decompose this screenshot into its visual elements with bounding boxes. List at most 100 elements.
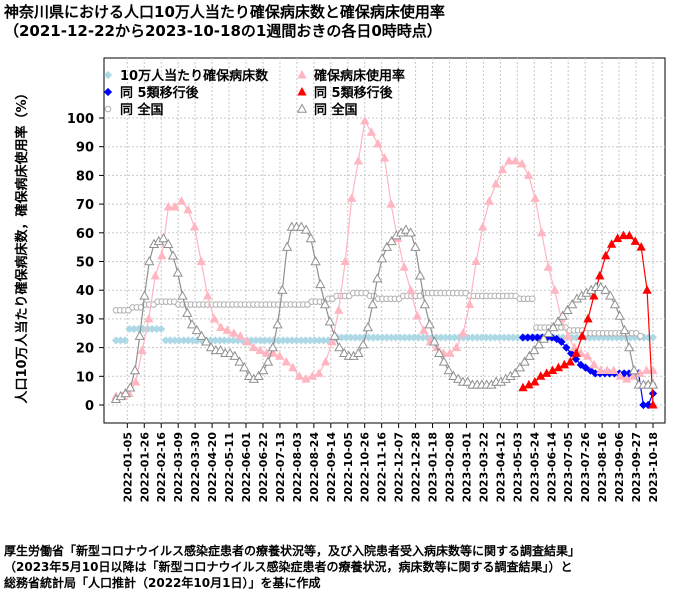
data-point [642,285,652,294]
plot-frame [103,57,666,424]
data-point [196,330,207,340]
data-point [367,299,378,309]
data-point [379,153,390,162]
y-axis-label: 人口10万人当たり確保病床数，確保病床使用率（%） [14,86,30,403]
legend-label: 同 5類移行後 [120,85,200,101]
y-tick-label: 40 [76,284,94,299]
data-point [552,334,561,344]
data-point [189,222,200,231]
y-tick-label: 70 [76,198,94,213]
data-point [514,362,526,372]
data-point [419,325,429,334]
legend-entry: 同 全国 [104,102,164,118]
data-point [381,241,393,251]
data-point [406,285,416,294]
x-tick-label: 2023-07-26 [579,432,592,503]
data-point [504,156,514,165]
data-point [229,328,239,337]
data-point [400,224,412,234]
data-point [157,324,166,334]
data-point [624,342,635,352]
x-tick-label: 2022-10-26 [359,432,372,503]
data-point [399,262,409,271]
data-point [239,362,250,372]
data-point [567,299,578,309]
data-point [433,347,445,358]
legend-entry: 確保病床使用率 [297,68,405,84]
data-point [595,365,606,375]
data-point [550,285,560,294]
data-point [586,366,595,375]
legend-entry: 同 5類移行後 [297,85,394,101]
x-tick-label: 2022-08-03 [291,432,304,502]
x-tick-label: 2023-04-12 [494,432,507,502]
legend-entry: 10万人当たり確保病床数 [103,68,269,84]
data-point [571,348,581,357]
data-point [405,227,416,237]
data-point [462,376,473,386]
y-tick-label: 80 [76,169,94,184]
data-point [366,127,377,136]
data-point [386,235,397,246]
data-point [262,356,274,366]
x-tick-label: 2022-08-24 [308,432,321,503]
data-point [524,350,535,360]
data-point [648,333,658,342]
data-point [157,250,167,260]
grid [103,57,666,424]
data-point [373,138,383,148]
x-tick-label: 2022-09-14 [325,432,338,503]
data-point [248,342,259,352]
legend-label: 同 全国 [314,102,358,118]
data-point [528,295,536,303]
data-point [641,365,652,375]
x-tick-label: 2023-03-01 [460,432,473,502]
data-point [484,196,494,205]
data-point [609,299,621,309]
x-tick-label: 2022-03-30 [189,432,202,503]
data-point [543,327,554,337]
y-tick-label: 100 [67,112,94,127]
data-point [315,278,326,289]
x-tick-label: 2022-01-05 [121,432,134,502]
x-tick-label: 2023-05-24 [528,432,541,503]
data-point [327,336,337,346]
data-point [205,342,217,352]
chart-subtitle: （2021-12-22から2023-10-18の1週間おきの各日0時時点） [4,22,442,40]
data-point [272,319,283,329]
data-point [438,356,450,366]
data-point [329,330,340,340]
source-line-2: （2023年5月10日以降は「新型コロナウイルス感染症患者の療養状況，病床数等に… [4,560,573,574]
x-tick-label: 2022-02-16 [155,432,168,503]
data-point [622,374,632,383]
data-point [448,370,459,380]
x-tick-label: 2022-04-20 [206,432,219,503]
x-tick-label: 2023-08-16 [596,432,609,503]
data-point [606,239,617,248]
data-point [529,344,540,355]
data-point [600,284,611,294]
data-point [137,345,147,354]
data-point [614,310,625,320]
data-point [414,270,426,280]
data-point [530,376,540,386]
data-point [319,299,331,309]
x-tick-label: 2023-01-18 [427,432,440,502]
data-point [235,331,246,340]
data-point [360,115,370,125]
data-point [334,342,345,352]
legend-label: 10万人当たり確保病床数 [120,68,269,84]
data-point [609,365,619,375]
data-point [517,158,527,168]
data-point [602,365,612,375]
x-tick-label: 2022-07-13 [274,432,287,502]
data-point [243,370,255,380]
legend-marker [104,105,112,113]
data-point [182,307,193,317]
data-point [288,362,298,372]
data-point [261,348,272,357]
x-tick-label: 2022-12-07 [393,432,406,502]
source-line-1: 厚生労働省「新型コロナウイルス感染症患者の療養状況等，及び入院患者受入病床数等に… [4,544,581,558]
data-point [177,290,188,300]
data-point [281,356,291,366]
